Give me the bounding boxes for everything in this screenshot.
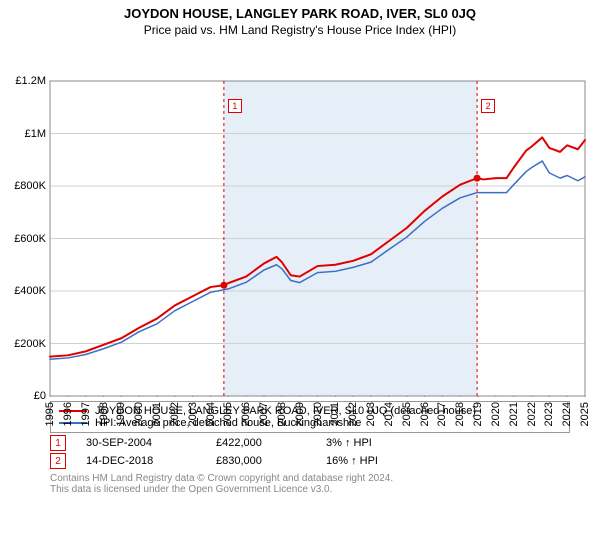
- x-axis-label: 2007: [258, 402, 270, 426]
- x-axis-label: 2025: [579, 402, 591, 426]
- x-axis-label: 2021: [508, 402, 520, 426]
- x-axis-label: 2024: [561, 402, 573, 426]
- data-point-price: £422,000: [216, 437, 306, 449]
- y-axis-label: £1M: [25, 128, 46, 140]
- y-axis-label: £400K: [14, 285, 46, 297]
- chart-marker-badge: 1: [228, 99, 242, 113]
- chart-area: £0£200K£400K£600K£800K£1M£1.2M 199519961…: [0, 37, 600, 397]
- chart-svg: [0, 37, 600, 397]
- chart-marker-badge: 2: [481, 99, 495, 113]
- x-axis-label: 2010: [312, 402, 324, 426]
- x-axis-label: 2004: [205, 402, 217, 426]
- footer-line2: This data is licensed under the Open Gov…: [50, 484, 570, 495]
- x-axis-label: 2014: [383, 402, 395, 426]
- x-axis-label: 2002: [169, 402, 181, 426]
- footer-line1: Contains HM Land Registry data © Crown c…: [50, 473, 570, 484]
- y-axis-label: £0: [34, 390, 46, 402]
- x-axis-label: 1996: [62, 402, 74, 426]
- data-point-badge: 2: [50, 453, 66, 469]
- y-axis-label: £800K: [14, 180, 46, 192]
- x-axis-label: 2005: [222, 402, 234, 426]
- data-point-date: 30-SEP-2004: [86, 437, 196, 449]
- data-point-price: £830,000: [216, 455, 306, 467]
- x-axis-label: 1997: [80, 402, 92, 426]
- x-axis-label: 2015: [401, 402, 413, 426]
- x-axis-label: 1998: [98, 402, 110, 426]
- x-axis-label: 2003: [187, 402, 199, 426]
- x-axis-label: 2011: [329, 402, 341, 426]
- x-axis-label: 2001: [151, 402, 163, 426]
- x-axis-label: 2017: [436, 402, 448, 426]
- y-axis-label: £1.2M: [15, 75, 46, 87]
- data-point-date: 14-DEC-2018: [86, 455, 196, 467]
- x-axis-label: 1995: [44, 402, 56, 426]
- x-axis-label: 2020: [490, 402, 502, 426]
- x-axis-label: 2019: [472, 402, 484, 426]
- x-axis-label: 2008: [276, 402, 288, 426]
- x-axis-label: 2013: [365, 402, 377, 426]
- y-axis-label: £200K: [14, 338, 46, 350]
- chart-title: JOYDON HOUSE, LANGLEY PARK ROAD, IVER, S…: [0, 0, 600, 21]
- data-point-diff: 16% ↑ HPI: [326, 455, 378, 467]
- chart-subtitle: Price paid vs. HM Land Registry's House …: [0, 21, 600, 37]
- x-axis-label: 1999: [115, 402, 127, 426]
- data-point-row: 1 30-SEP-2004 £422,000 3% ↑ HPI: [50, 435, 570, 451]
- y-axis-label: £600K: [14, 233, 46, 245]
- x-axis-label: 2012: [347, 402, 359, 426]
- x-axis-label: 2022: [526, 402, 538, 426]
- footer: Contains HM Land Registry data © Crown c…: [50, 473, 570, 495]
- data-point-diff: 3% ↑ HPI: [326, 437, 372, 449]
- x-axis-label: 2018: [454, 402, 466, 426]
- data-point-badge: 1: [50, 435, 66, 451]
- x-axis-label: 2016: [419, 402, 431, 426]
- x-axis-label: 2000: [133, 402, 145, 426]
- data-point-row: 2 14-DEC-2018 £830,000 16% ↑ HPI: [50, 453, 570, 469]
- x-axis-label: 2023: [543, 402, 555, 426]
- x-axis-label: 2009: [294, 402, 306, 426]
- x-axis-label: 2006: [240, 402, 252, 426]
